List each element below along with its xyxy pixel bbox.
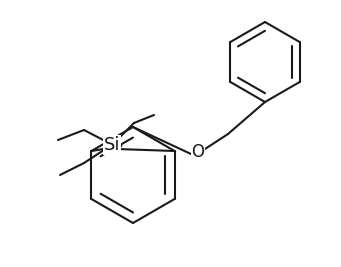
- Text: O: O: [192, 143, 205, 161]
- Text: Si: Si: [104, 136, 120, 154]
